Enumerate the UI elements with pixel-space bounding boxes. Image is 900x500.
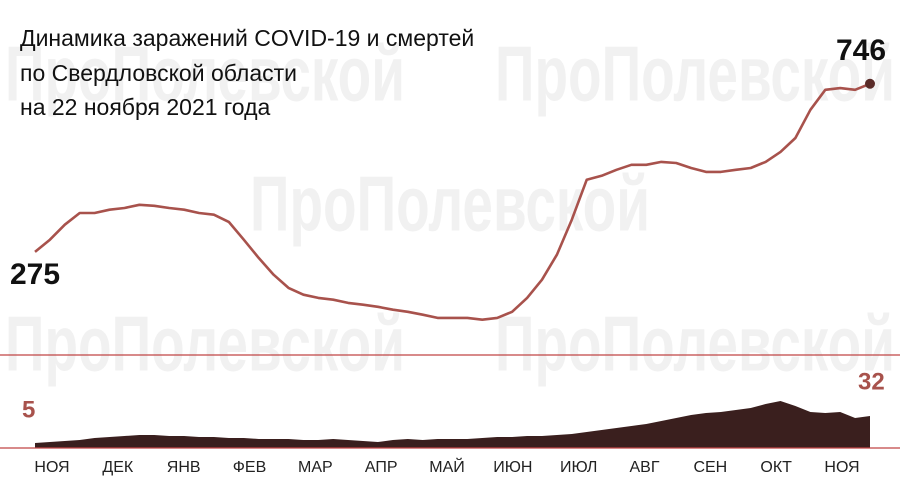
x-tick-label: МАЙ	[429, 457, 465, 476]
chart-subtitle: по Свердловской области	[20, 60, 297, 86]
x-tick-label: СЕН	[693, 459, 727, 476]
x-tick-label: МАР	[298, 459, 333, 476]
watermark: ПроПолевской	[495, 30, 895, 118]
x-tick-label: АВГ	[629, 459, 659, 476]
line	[34, 82, 871, 321]
watermark: ПроПолевской	[495, 300, 895, 388]
end-label: 32	[858, 368, 885, 395]
x-tick-label: ОКТ	[760, 459, 792, 476]
end-label: 746	[836, 34, 886, 67]
x-tick-label: ИЮЛ	[560, 459, 597, 476]
watermark: ПроПолевской	[5, 300, 405, 388]
area	[35, 401, 870, 448]
start-label: 275	[10, 258, 60, 291]
x-tick-label: ИЮН	[493, 459, 532, 476]
x-tick-label: ЯНВ	[167, 459, 201, 476]
x-tick-label: ДЕК	[102, 459, 134, 476]
end-point	[865, 78, 875, 89]
watermarks: ПроПолевской ПроПолевской ПроПолевской ПроП…	[5, 30, 895, 388]
start-label: 5	[22, 396, 35, 423]
watermark: ПроПолевской	[5, 30, 405, 118]
chart-subtitle: на 22 ноября 2021 года	[20, 94, 271, 120]
x-tick-label: НОЯ	[824, 459, 859, 476]
chart-title: Динамика заражений COVID-19 и смертей	[20, 25, 474, 51]
x-tick-label: АПР	[365, 459, 398, 476]
x-tick-label: НОЯ	[34, 459, 69, 476]
watermark: ПроПолевской	[250, 160, 650, 248]
x-tick-label: ФЕВ	[233, 459, 267, 476]
